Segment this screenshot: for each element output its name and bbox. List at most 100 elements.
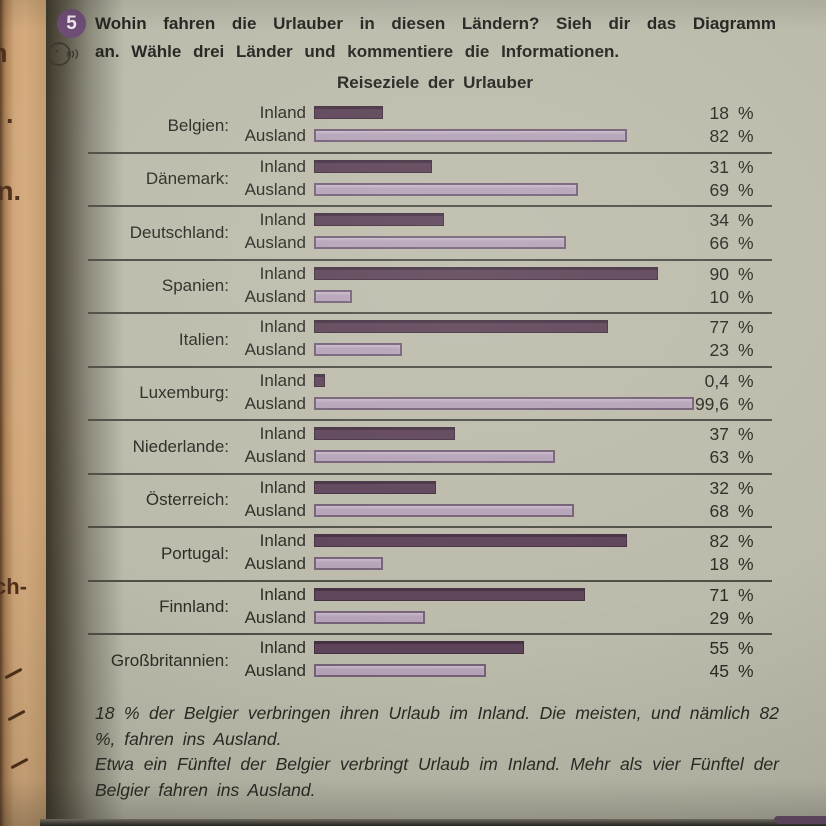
country-block: Dänemark: Inland 31% Ausland 69% xyxy=(0,153,826,207)
cut-text-fragment: ch- xyxy=(0,574,27,599)
inland-row: Inland 55% xyxy=(0,637,826,659)
inland-bar xyxy=(314,587,586,601)
ausland-percent: 66% xyxy=(620,232,758,254)
ausland-row: Ausland 10% xyxy=(0,286,826,308)
ausland-bar xyxy=(314,450,555,463)
percent-sign: % xyxy=(738,233,754,253)
country-label: Österreich: xyxy=(145,490,229,510)
inland-percent: 37% xyxy=(620,423,758,445)
inland-series-label: Inland xyxy=(259,584,306,604)
inland-percent-value: 82 xyxy=(709,531,729,551)
inland-percent-value: 77 xyxy=(709,317,729,337)
ausland-row: Ausland 18% xyxy=(0,553,826,575)
percent-sign: % xyxy=(738,584,754,605)
ausland-percent-value: 29 xyxy=(709,607,729,628)
country-label: Italien: xyxy=(178,329,229,349)
percent-sign: % xyxy=(738,393,754,414)
inland-bar xyxy=(314,320,609,333)
commentary-paragraph-1: 18 % der Belgier verbringen ihren Urlaub… xyxy=(95,703,779,749)
country-label: Portugal: xyxy=(160,543,229,563)
inland-percent: 71% xyxy=(620,584,758,606)
inland-row: Inland 77% xyxy=(0,316,826,338)
row-separator xyxy=(88,526,772,528)
ausland-series-label: Ausland xyxy=(244,554,306,573)
inland-row: Inland 82% xyxy=(0,530,826,552)
row-separator xyxy=(88,365,772,368)
row-separator xyxy=(88,419,772,421)
chart-title: Reiseziele der Urlauber xyxy=(336,73,534,92)
example-commentary: 18 % der Belgier verbringen ihren Urlaub… xyxy=(95,701,779,803)
bar-chart: Belgien: Inland 18% Ausland 82% Dänemark… xyxy=(0,99,826,688)
percent-sign: % xyxy=(738,317,754,337)
inland-row: Inland 37% xyxy=(0,423,826,445)
row-separator xyxy=(88,579,772,582)
percent-sign: % xyxy=(738,126,754,146)
percent-sign: % xyxy=(738,531,754,551)
percent-sign: % xyxy=(738,179,754,200)
ausland-percent-value: 45 xyxy=(709,661,729,681)
inland-percent-value: 34 xyxy=(709,210,729,230)
inland-row: Inland 32% xyxy=(0,477,826,499)
ausland-percent: 69% xyxy=(620,179,758,201)
inland-percent: 31% xyxy=(620,156,758,178)
inland-bar xyxy=(314,427,456,440)
inland-bar xyxy=(314,534,628,547)
ausland-bar xyxy=(314,557,383,570)
ausland-row: Ausland 63% xyxy=(0,446,826,468)
country-label: Finnland: xyxy=(159,597,229,617)
ausland-row: Ausland 23% xyxy=(0,339,826,361)
ausland-series-label: Ausland xyxy=(244,286,306,306)
ausland-series-label: Ausland xyxy=(244,661,306,680)
percent-sign: % xyxy=(738,447,754,467)
inland-bar xyxy=(314,266,658,280)
row-separator xyxy=(88,312,772,314)
ausland-series-label: Ausland xyxy=(244,500,306,520)
inland-bar xyxy=(314,106,383,119)
ausland-row: Ausland 29% xyxy=(0,607,826,629)
country-block: Spanien: Inland 90% Ausland 10% xyxy=(0,260,826,314)
inland-percent-value: 32 xyxy=(709,477,729,498)
percent-sign: % xyxy=(738,103,754,123)
inland-row: Inland 34% xyxy=(0,209,826,231)
inland-percent: 90% xyxy=(620,263,758,285)
ausland-bar xyxy=(314,503,574,517)
ausland-row: Ausland 68% xyxy=(0,500,826,522)
task-instruction-line1: Wohin fahren die Urlauber in diesen Länd… xyxy=(95,14,776,33)
ausland-percent-value: 66 xyxy=(709,233,729,253)
country-block: Belgien: Inland 18% Ausland 82% xyxy=(0,99,826,154)
percent-sign: % xyxy=(738,661,754,681)
country-label: Luxemburg: xyxy=(139,383,229,403)
ausland-percent-value: 63 xyxy=(709,447,729,467)
inland-percent-value: 31 xyxy=(709,156,729,177)
inland-percent: 18% xyxy=(620,102,758,124)
inland-bar xyxy=(314,641,525,654)
cut-text-fragment: n xyxy=(0,40,8,67)
inland-percent-value: 55 xyxy=(709,638,729,658)
page-bottom-edge xyxy=(40,819,826,826)
commentary-paragraph-2: Etwa ein Fünftel der Belgier verbringt U… xyxy=(95,754,779,800)
inland-bar xyxy=(314,480,437,494)
cut-text-fragment: . xyxy=(6,99,14,129)
ausland-percent-value: 68 xyxy=(709,500,729,521)
ausland-percent-value: 82 xyxy=(709,126,729,146)
inland-series-label: Inland xyxy=(259,477,306,497)
percent-sign: % xyxy=(738,286,754,307)
task-instruction-line2: an. Wähle drei Länder und kommentiere di… xyxy=(95,42,620,61)
ausland-bar xyxy=(314,396,695,410)
handwriting-dash xyxy=(10,757,29,770)
row-separator xyxy=(88,633,772,635)
percent-sign: % xyxy=(738,500,754,521)
speaking-exercise-icon xyxy=(45,38,79,75)
ausland-percent-value: 69 xyxy=(709,179,729,200)
percent-sign: % xyxy=(738,607,754,628)
ausland-row: Ausland 99,6% xyxy=(0,393,826,415)
inland-series-label: Inland xyxy=(259,317,306,336)
ausland-percent-value: 99,6 xyxy=(694,393,729,414)
inland-series-label: Inland xyxy=(259,103,306,122)
ausland-series-label: Ausland xyxy=(244,179,306,199)
inland-percent: 34% xyxy=(620,209,758,231)
ausland-series-label: Ausland xyxy=(244,447,306,466)
inland-percent-value: 37 xyxy=(709,424,729,444)
inland-bar xyxy=(314,213,444,226)
ausland-percent-value: 23 xyxy=(709,340,729,360)
